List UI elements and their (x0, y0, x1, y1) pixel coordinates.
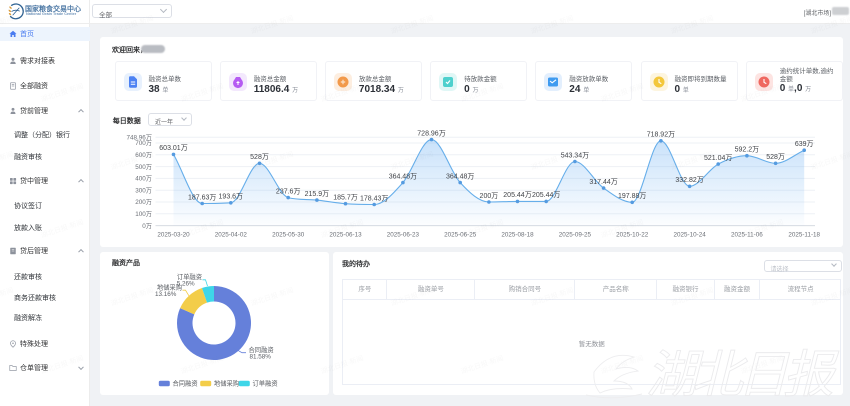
svg-text:2025-11-18: 2025-11-18 (788, 232, 820, 239)
svg-text:205.44万: 205.44万 (532, 191, 560, 199)
svg-text:748.96万: 748.96万 (126, 133, 152, 141)
svg-text:639万: 639万 (795, 140, 814, 148)
svg-text:81.58%: 81.58% (250, 353, 272, 360)
svg-text:521.04万: 521.04万 (704, 154, 732, 162)
svg-text:185.7万: 185.7万 (333, 194, 358, 202)
svg-text:2025-06-23: 2025-06-23 (387, 232, 420, 239)
svg-text:2025-04-02: 2025-04-02 (215, 232, 248, 239)
svg-text:2025-08-18: 2025-08-18 (501, 232, 534, 239)
svg-text:603.01万: 603.01万 (159, 144, 187, 152)
svg-text:2025-10-24: 2025-10-24 (673, 232, 706, 239)
svg-text:湖北日报: 湖北日报 (646, 348, 839, 404)
svg-text:178.43万: 178.43万 (360, 194, 388, 202)
svg-text:528万: 528万 (766, 153, 785, 161)
svg-text:718.92万: 718.92万 (647, 131, 675, 139)
svg-text:合同融资: 合同融资 (249, 345, 274, 354)
svg-text:100万: 100万 (135, 210, 152, 218)
svg-text:地储采购: 地储采购 (157, 283, 182, 292)
svg-text:2025-10-22: 2025-10-22 (616, 232, 649, 239)
svg-text:合同融资: 合同融资 (173, 379, 198, 388)
svg-text:13.16%: 13.16% (155, 291, 177, 298)
svg-text:187.63万: 187.63万 (188, 193, 216, 201)
svg-text:728.96万: 728.96万 (417, 130, 445, 137)
svg-text:215.9万: 215.9万 (305, 190, 330, 198)
svg-text:543.34万: 543.34万 (561, 151, 589, 159)
svg-text:地储采购: 地储采购 (214, 379, 239, 388)
svg-text:237.6万: 237.6万 (276, 187, 301, 195)
svg-text:528万: 528万 (250, 153, 269, 161)
svg-text:5.26%: 5.26% (177, 280, 195, 287)
svg-text:2025-06-13: 2025-06-13 (329, 232, 362, 239)
svg-text:订单融资: 订单融资 (253, 379, 278, 388)
svg-text:600万: 600万 (135, 151, 152, 159)
svg-text:364.48万: 364.48万 (389, 172, 417, 180)
svg-text:200万: 200万 (480, 192, 499, 200)
svg-text:2025-09-25: 2025-09-25 (559, 232, 592, 239)
svg-text:订单融资: 订单融资 (177, 272, 202, 281)
svg-text:317.44万: 317.44万 (589, 178, 617, 186)
svg-text:2025-11-06: 2025-11-06 (731, 232, 763, 239)
svg-text:0万: 0万 (142, 222, 152, 230)
svg-text:592.2万: 592.2万 (735, 146, 760, 154)
svg-text:2025-03-20: 2025-03-20 (157, 232, 190, 239)
svg-text:2025-05-30: 2025-05-30 (272, 232, 305, 239)
svg-text:193.6万: 193.6万 (219, 193, 244, 201)
svg-text:500万: 500万 (135, 163, 152, 171)
svg-text:2025-06-25: 2025-06-25 (444, 232, 477, 239)
svg-text:332.82万: 332.82万 (675, 176, 703, 184)
svg-text:200万: 200万 (135, 198, 152, 206)
svg-text:300万: 300万 (135, 186, 152, 194)
svg-text:400万: 400万 (135, 175, 152, 183)
svg-text:205.44万: 205.44万 (503, 191, 531, 199)
svg-text:197.88万: 197.88万 (618, 192, 646, 200)
svg-text:700万: 700万 (135, 139, 152, 147)
svg-text:364.48万: 364.48万 (446, 172, 474, 180)
